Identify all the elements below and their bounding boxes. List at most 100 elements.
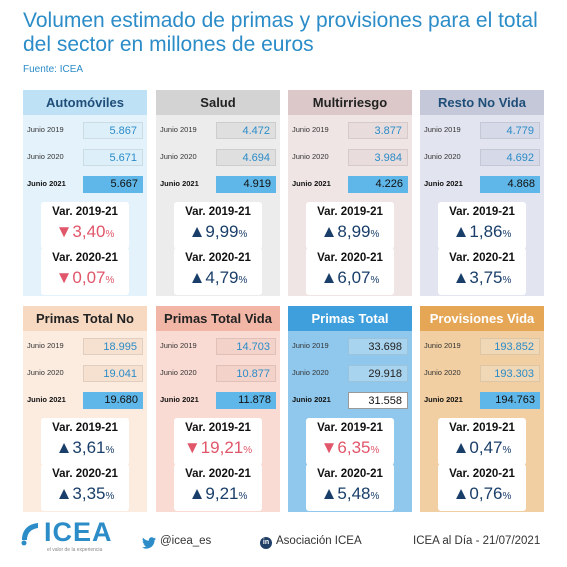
variation-label: Var. 2020-21 [52,468,118,480]
year-label: Junio 2019 [292,341,329,350]
panel-body: Junio 2019 18.995 Junio 2020 19.041 Junio 20… [23,331,147,512]
variation-value: 3,61 [72,438,106,457]
arrow-up-icon: ▲ [452,438,470,457]
year-row: Junio 2019 3.877 [288,122,412,139]
percent-unit: % [502,445,512,456]
variation-value: 4,79 [205,268,239,287]
panel: Multirriesgo Junio 2019 3.877 Junio 2020 3.9… [288,90,412,296]
source-label: Fuente: ICEA [23,64,84,75]
panel-body: Junio 2019 4.779 Junio 2020 4.692 Junio 2021… [420,115,544,296]
panel-title: Multirriesgo [288,90,412,115]
year-row: Junio 2021 19.680 [23,392,147,409]
variation-value: 1,86 [469,222,503,241]
variation-percent: ▲1,86% [438,222,526,242]
year-value: 11.878 [216,392,276,409]
percent-unit: % [238,491,248,502]
variation-value: 9,99 [205,222,239,241]
year-row: Junio 2019 4.779 [420,122,544,139]
arrow-up-icon: ▲ [188,484,206,503]
year-label: Junio 2021 [160,179,199,188]
variation-card: Var. 2020-21 ▲9,21% [174,464,262,511]
linkedin-name[interactable]: Asociación ICEA [276,535,362,547]
panel-title: Primas Total No Vida [23,306,147,351]
panel-body: Junio 2019 3.877 Junio 2020 3.984 Junio 2021… [288,115,412,296]
percent-unit: % [370,229,380,240]
year-value: 33.698 [348,338,408,355]
year-label: Junio 2019 [292,125,329,134]
year-label: Junio 2020 [424,152,461,161]
variation-label: Var. 2020-21 [449,252,515,264]
panel-title: Salud [156,90,280,115]
variation-label: Var. 2020-21 [185,252,251,264]
variation-card: Var. 2019-21 ▲1,86% [438,202,526,249]
variation-card: Var. 2020-21 ▼0,07% [41,248,129,295]
year-label: Junio 2019 [27,341,64,350]
variation-percent: ▲9,99% [174,222,262,242]
panel: Primas Total RamosJunio 201933.698Junio … [288,306,412,512]
variation-label: Var. 2019-21 [185,422,251,434]
year-value: 5.867 [83,122,143,139]
icea-logo-icon [21,523,38,546]
panel-title: Automóviles [23,90,147,115]
arrow-up-icon: ▲ [320,222,338,241]
variation-label: Var. 2019-21 [317,422,383,434]
percent-unit: % [105,275,115,286]
arrow-down-icon: ▼ [320,438,338,457]
variation-label: Var. 2019-21 [185,206,251,218]
variation-percent: ▼3,40% [41,222,129,242]
variation-value: 9,21 [205,484,239,503]
variation-percent: ▼6,35% [306,438,394,458]
percent-unit: % [243,445,253,456]
panel-body: Junio 2019 14.703 Junio 2020 10.877 Junio 20… [156,331,280,512]
arrow-up-icon: ▲ [452,484,470,503]
panel-title: Resto No Vida [420,90,544,115]
variation-value: 19,21 [200,438,244,457]
variation-percent: ▲9,21% [174,484,262,504]
year-row: Junio 2019 33.698 [288,338,412,355]
variation-label: Var. 2020-21 [317,468,383,480]
variation-value: 0,07 [72,268,106,287]
panel: Resto No Vida Junio 2019 4.779 Junio 2020 4.… [420,90,544,296]
year-row: Junio 2020 10.877 [156,365,280,382]
year-row: Junio 2020 193.303 [420,365,544,382]
variation-card: Var. 2019-21 ▲8,99% [306,202,394,249]
year-row: Junio 2020 29.918 [288,365,412,382]
year-label: Junio 2019 [160,341,197,350]
year-value: 3.877 [348,122,408,139]
panel: Salud Junio 2019 4.472 Junio 2020 4.694 Junio… [156,90,280,296]
percent-unit: % [502,229,512,240]
year-row: Junio 2021 4.226 [288,176,412,193]
year-label: Junio 2021 [292,179,331,188]
variation-card: Var. 2020-21 ▲5,48% [306,464,394,511]
year-label: Junio 2019 [160,125,197,134]
variation-value: 6,35 [337,438,371,457]
variation-value: 3,75 [469,268,503,287]
percent-unit: % [238,275,248,286]
year-label: Junio 2021 [160,395,199,404]
year-row: Junio 2019 18.995 [23,338,147,355]
percent-unit: % [105,445,115,456]
twitter-icon[interactable] [142,537,156,549]
linkedin-icon[interactable]: in [260,537,272,549]
variation-card: Var. 2019-21 ▲0,47% [438,418,526,465]
year-label: Junio 2020 [292,368,329,377]
panel-title: Primas Total Ramos [288,306,412,351]
year-value: 4.868 [480,176,540,193]
arrow-up-icon: ▲ [452,222,470,241]
variation-label: Var. 2020-21 [185,468,251,480]
year-value: 4.226 [348,176,408,193]
variation-label: Var. 2020-21 [449,468,515,480]
variation-percent: ▼0,07% [41,268,129,288]
variation-percent: ▲5,48% [306,484,394,504]
arrow-down-icon: ▼ [183,438,201,457]
year-row: Junio 2021 4.868 [420,176,544,193]
arrow-up-icon: ▲ [320,484,338,503]
panel-body: Junio 2019 33.698 Junio 2020 29.918 Junio 20… [288,331,412,512]
year-row: Junio 2020 19.041 [23,365,147,382]
panel-body: Junio 2019 4.472 Junio 2020 4.694 Junio 2021… [156,115,280,296]
variation-card: Var. 2020-21 ▲3,75% [438,248,526,295]
panel-body: Junio 2019 193.852 Junio 2020 193.303 Junio … [420,331,544,512]
arrow-up-icon: ▲ [452,268,470,287]
twitter-handle[interactable]: @icea_es [160,535,212,547]
year-label: Junio 2020 [160,152,197,161]
